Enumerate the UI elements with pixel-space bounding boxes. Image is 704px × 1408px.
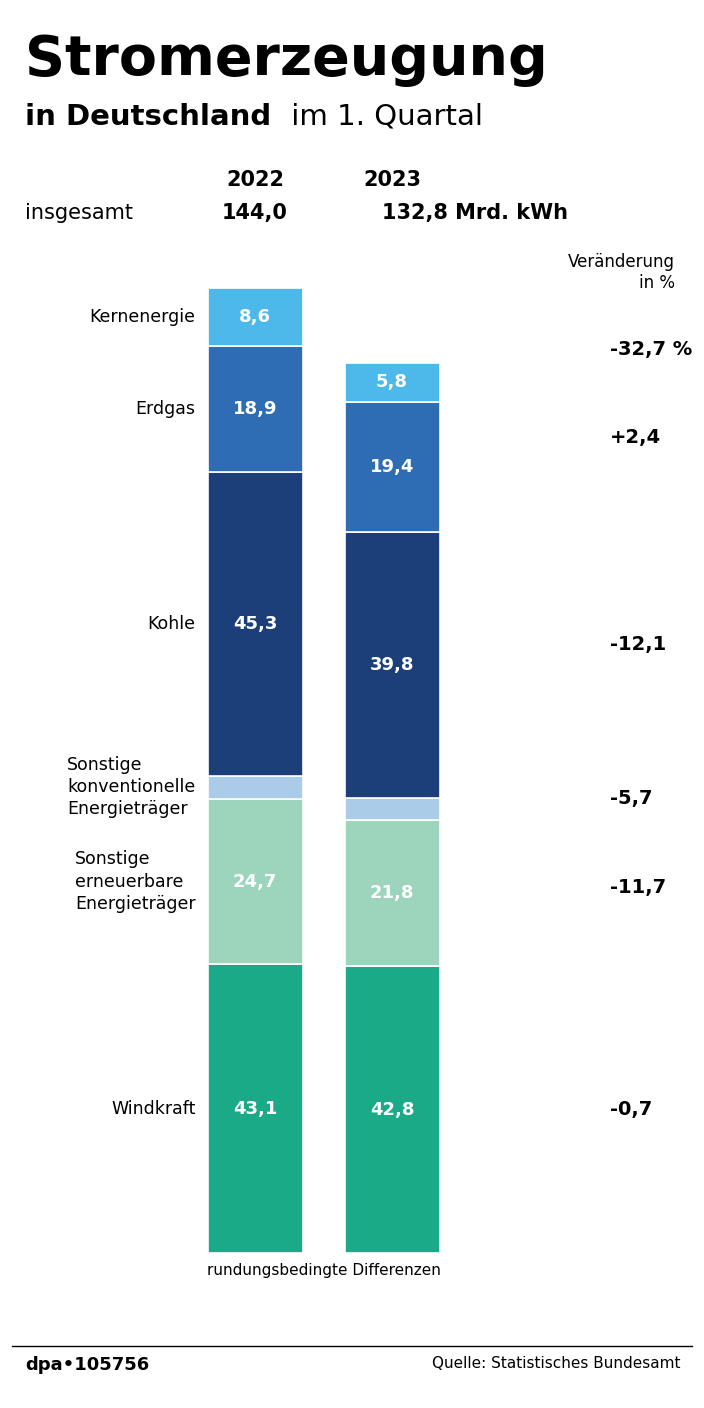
Bar	[344, 532, 439, 798]
Bar	[208, 964, 303, 1253]
Text: -0,7: -0,7	[610, 1100, 652, 1119]
Text: 5,8: 5,8	[376, 373, 408, 391]
Text: 2023: 2023	[363, 170, 421, 190]
Text: insgesamt: insgesamt	[25, 203, 133, 222]
Text: -12,1: -12,1	[610, 635, 666, 653]
Bar	[344, 966, 439, 1253]
Text: Erdgas: Erdgas	[135, 400, 196, 418]
Text: Kohle: Kohle	[148, 615, 196, 632]
Bar	[208, 472, 303, 776]
Bar	[208, 776, 303, 798]
Bar	[344, 363, 439, 401]
Text: Sonstige
erneuerbare
Energieträger: Sonstige erneuerbare Energieträger	[75, 850, 196, 912]
Text: 39,8: 39,8	[370, 656, 414, 674]
Bar	[344, 798, 439, 821]
Bar	[208, 289, 303, 345]
Text: +2,4: +2,4	[610, 428, 661, 448]
Text: 8,6: 8,6	[239, 308, 271, 325]
Text: Quelle: Statistisches Bundesamt: Quelle: Statistisches Bundesamt	[432, 1356, 680, 1371]
Text: 19,4: 19,4	[370, 458, 414, 476]
Bar	[208, 798, 303, 964]
Text: Veränderung
in %: Veränderung in %	[568, 253, 675, 291]
Bar	[344, 401, 439, 532]
Text: 18,9: 18,9	[233, 400, 277, 418]
Text: 45,3: 45,3	[233, 615, 277, 632]
Text: 132,8 Mrd. kWh: 132,8 Mrd. kWh	[382, 203, 568, 222]
Bar	[344, 821, 439, 966]
Text: Windkraft: Windkraft	[111, 1100, 196, 1118]
Text: -5,7: -5,7	[610, 788, 653, 808]
Text: 43,1: 43,1	[233, 1100, 277, 1118]
Text: -11,7: -11,7	[610, 879, 666, 897]
Text: rundungsbedingte Differenzen: rundungsbedingte Differenzen	[206, 1263, 441, 1278]
Text: 21,8: 21,8	[370, 884, 414, 903]
Text: 144,0: 144,0	[222, 203, 288, 222]
Text: im 1. Quartal: im 1. Quartal	[282, 103, 483, 131]
Bar	[208, 345, 303, 472]
Text: dpa•105756: dpa•105756	[25, 1356, 149, 1374]
Text: -32,7 %: -32,7 %	[610, 341, 692, 359]
Text: 42,8: 42,8	[370, 1101, 414, 1119]
Text: Stromerzeugung: Stromerzeugung	[25, 32, 548, 87]
Text: 2022: 2022	[226, 170, 284, 190]
Text: in Deutschland: in Deutschland	[25, 103, 271, 131]
Text: 24,7: 24,7	[233, 873, 277, 891]
Text: Sonstige
konventionelle
Energieträger: Sonstige konventionelle Energieträger	[68, 756, 196, 818]
Text: Kernenergie: Kernenergie	[89, 308, 196, 325]
